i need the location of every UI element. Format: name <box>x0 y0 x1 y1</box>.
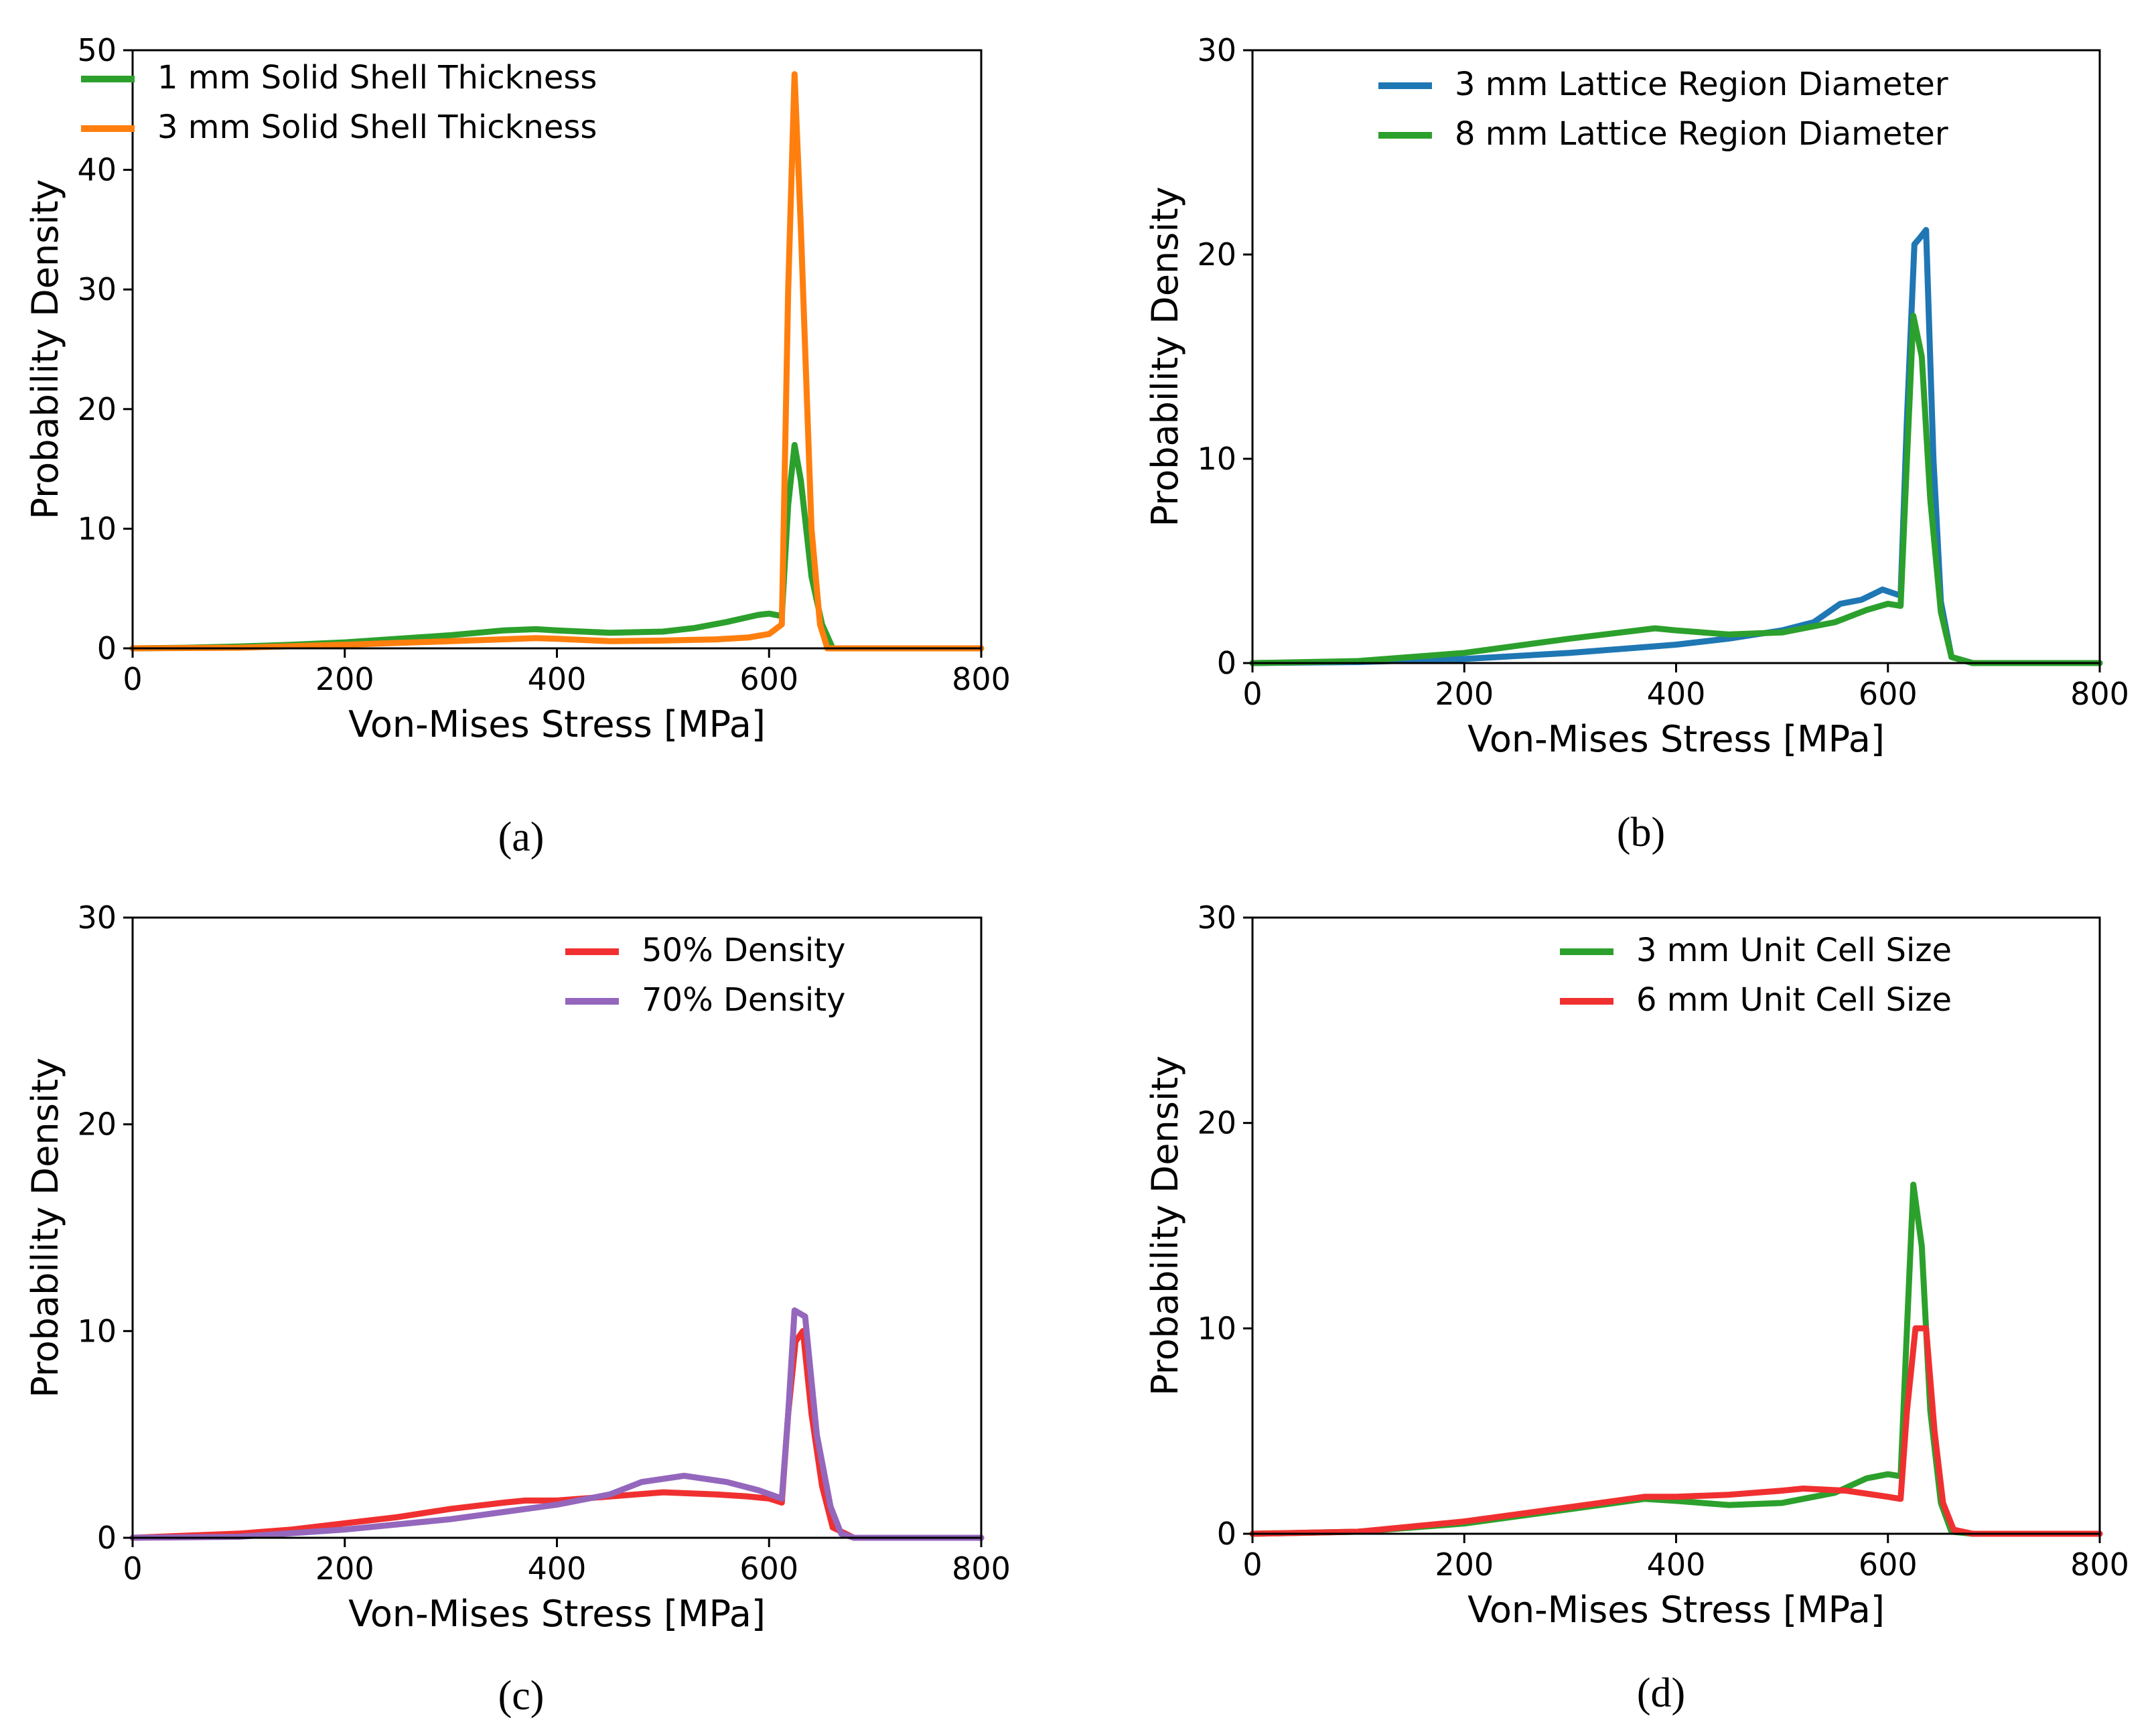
panel-a-y-tick-label: 40 <box>77 152 117 188</box>
panel-a-y-tick-label: 50 <box>77 32 117 68</box>
panel-b-x-tick-label: 400 <box>1647 676 1706 712</box>
panel-a-y-tick-label: 0 <box>97 630 117 666</box>
panel-b-series-1-line <box>1249 226 2103 666</box>
panel-b-x-tick-label: 0 <box>1242 676 1262 712</box>
panel-a-x-tick-label: 800 <box>952 661 1011 697</box>
panel-a-y-tick-label: 20 <box>77 391 117 427</box>
panel-a: (a) 0 200 400 600 800 0 10 20 30 40 50 Von-Mises St… <box>24 32 1011 860</box>
panel-c-x-tick-label: 600 <box>739 1551 798 1587</box>
panel-b-caption: (b) <box>1617 810 1665 855</box>
panel-b-x-axis-label: Von-Mises Stress [MPa] <box>1467 718 1885 760</box>
panel-b-y-tick-label: 0 <box>1217 645 1236 681</box>
panel-c-y-tick-label: 20 <box>77 1106 117 1143</box>
panel-a-caption: (a) <box>498 814 545 860</box>
panel-d-x-axis-label: Von-Mises Stress [MPa] <box>1467 1589 1885 1631</box>
panel-d-x-tick-label: 600 <box>1859 1546 1918 1583</box>
panel-c-legend-label-1: 50% Density <box>642 932 845 969</box>
panel-a-x-tick-label: 0 <box>123 661 142 697</box>
panel-b-x-tick-label: 800 <box>2070 676 2129 712</box>
panel-a-legend-label-1: 1 mm Solid Shell Thickness <box>157 59 597 96</box>
panel-b-legend-label-2: 8 mm Lattice Region Diameter <box>1455 115 1948 153</box>
panel-c-x-tick-label: 0 <box>123 1551 142 1587</box>
panel-d-y-tick-label: 30 <box>1197 899 1236 936</box>
panel-b-y-tick-label: 30 <box>1197 32 1236 68</box>
panel-d-x-tick-label: 400 <box>1647 1546 1706 1583</box>
panel-a-y-tick-label: 10 <box>77 510 117 547</box>
panel-d-legend-label-2: 6 mm Unit Cell Size <box>1636 981 1952 1019</box>
panel-c-y-tick-label: 30 <box>77 899 117 936</box>
panel-a-series-2-line <box>129 71 985 652</box>
panel-d: (d) 0 200 400 600 800 0 10 20 30 Von-Mises Stress… <box>1144 899 2129 1716</box>
panel-b-x-tick-label: 200 <box>1435 676 1494 712</box>
panel-b-y-tick-label: 20 <box>1197 236 1236 273</box>
panel-a-legend-label-2: 3 mm Solid Shell Thickness <box>157 109 597 146</box>
panel-b: (b) 0 200 400 600 800 0 10 20 30 Von-Mises Stress… <box>1144 32 2129 855</box>
panel-c-legend-label-2: 70% Density <box>642 981 845 1019</box>
panel-c-caption: (c) <box>498 1673 545 1719</box>
panel-a-y-tick-label: 30 <box>77 271 117 307</box>
panel-a-x-axis-label: Von-Mises Stress [MPa] <box>348 703 766 745</box>
panel-d-y-axis-label: Probability Density <box>1144 1056 1186 1396</box>
panel-c-y-tick-label: 0 <box>97 1520 117 1556</box>
panel-b-x-tick-label: 600 <box>1859 676 1918 712</box>
panel-c-y-tick-label: 10 <box>77 1313 117 1349</box>
panel-c-x-axis-label: Von-Mises Stress [MPa] <box>348 1593 766 1635</box>
panel-b-series-2-line <box>1249 313 2103 666</box>
panel-b-y-tick-label: 10 <box>1197 441 1236 477</box>
panel-d-y-tick-label: 0 <box>1217 1516 1236 1552</box>
panel-c-series-2-line <box>129 1307 985 1541</box>
panel-c-y-axis-label: Probability Density <box>24 1058 66 1398</box>
panel-d-x-tick-label: 800 <box>2070 1546 2129 1583</box>
panel-c-x-tick-label: 400 <box>528 1551 587 1587</box>
panel-a-x-tick-label: 600 <box>739 661 798 697</box>
panel-a-y-axis-label: Probability Density <box>24 179 66 520</box>
panel-c: (c) 0 200 400 600 800 0 10 20 30 Von-Mises Stress… <box>24 899 1011 1719</box>
panel-c-x-tick-label: 200 <box>315 1551 374 1587</box>
panel-a-series-1-line <box>129 441 985 652</box>
panel-d-x-tick-label: 0 <box>1242 1546 1262 1583</box>
panel-b-legend-label-1: 3 mm Lattice Region Diameter <box>1455 66 1948 103</box>
panel-d-y-tick-label: 20 <box>1197 1105 1236 1141</box>
panel-d-legend-label-1: 3 mm Unit Cell Size <box>1636 932 1952 969</box>
panel-a-x-tick-label: 400 <box>528 661 587 697</box>
panel-b-y-axis-label: Probability Density <box>1144 187 1186 527</box>
panel-d-x-tick-label: 200 <box>1435 1546 1494 1583</box>
panel-d-y-tick-label: 10 <box>1197 1310 1236 1346</box>
panel-c-plot-frame <box>131 916 983 1539</box>
panel-d-series-2-line <box>1249 1325 2103 1537</box>
panel-c-x-tick-label: 800 <box>952 1551 1011 1587</box>
panel-a-x-tick-label: 200 <box>315 661 374 697</box>
panel-d-series-1-line <box>1249 1181 2103 1537</box>
panel-d-caption: (d) <box>1637 1670 1685 1716</box>
